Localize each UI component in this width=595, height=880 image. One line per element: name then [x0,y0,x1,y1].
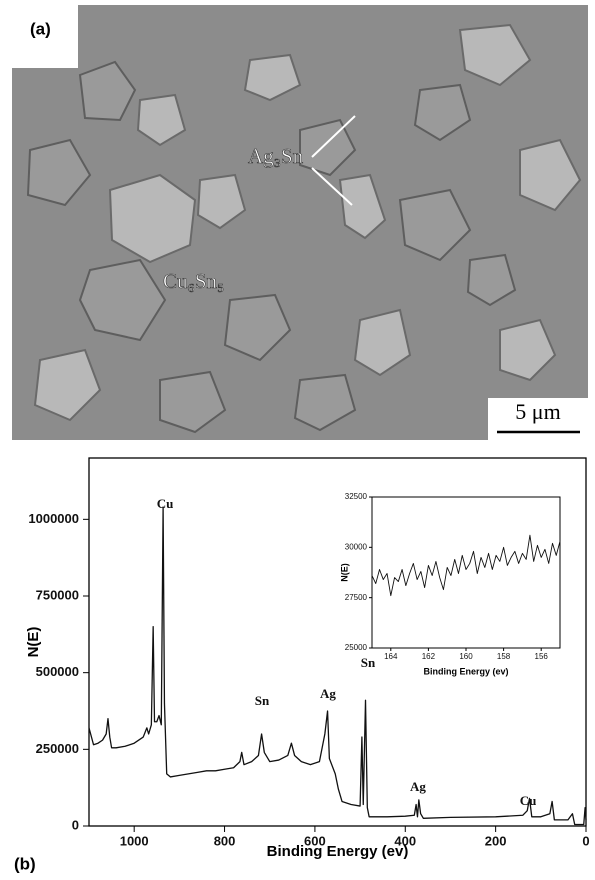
annotation: Ag₃Sn [248,144,304,168]
x-tick-label: 0 [582,833,589,848]
y-tick-label: 30000 [345,542,368,551]
y-tick-label: 1000000 [28,511,79,526]
y-tick-label: 32500 [345,492,368,501]
x-tick-label: 164 [384,652,398,661]
x-tick-label: 158 [497,652,511,661]
y-tick-label: 0 [72,817,79,832]
peak-label: Sn [361,655,376,670]
y-tick-label: 27500 [345,593,368,602]
x-tick-label: 1000 [120,833,149,848]
peak-label: Cu [157,496,174,511]
annotation: Cu₆Sn₅ [163,269,224,293]
y-tick-label: 500000 [36,664,79,679]
peak-label: Ag [320,686,336,701]
plot-frame [88,457,587,827]
x-tick-label: 160 [459,652,473,661]
plot-frame [371,496,561,649]
y-tick-label: 25000 [345,643,368,652]
x-tick-label: 600 [304,833,326,848]
spectrum-line [88,506,587,826]
x-tick-label: 162 [422,652,436,661]
panel-label: (b) [14,854,36,873]
x-tick-label: 156 [535,652,549,661]
x-axis-title: Binding Energy (ev) [267,843,409,860]
peak-label: Ag [410,779,426,794]
x-axis-title: Binding Energy (ev) [423,666,508,676]
panel-label: (a) [30,19,51,38]
y-axis-title: N(E) [25,627,42,658]
x-tick-label: 800 [214,833,236,848]
peak-label: Cu [520,793,537,808]
peak-label: Sn [255,693,270,708]
y-tick-label: 250000 [36,741,79,756]
spectrum-line [371,534,561,597]
y-tick-label: 750000 [36,587,79,602]
scale-bar-label: 5 μm [515,399,560,424]
sem-image: (a) Ag₃Sn Cu₆Sn₅ 5 μm [12,5,588,440]
x-tick-label: 200 [485,833,507,848]
y-axis-title: N(E) [339,563,349,582]
x-tick-label: 400 [394,833,416,848]
